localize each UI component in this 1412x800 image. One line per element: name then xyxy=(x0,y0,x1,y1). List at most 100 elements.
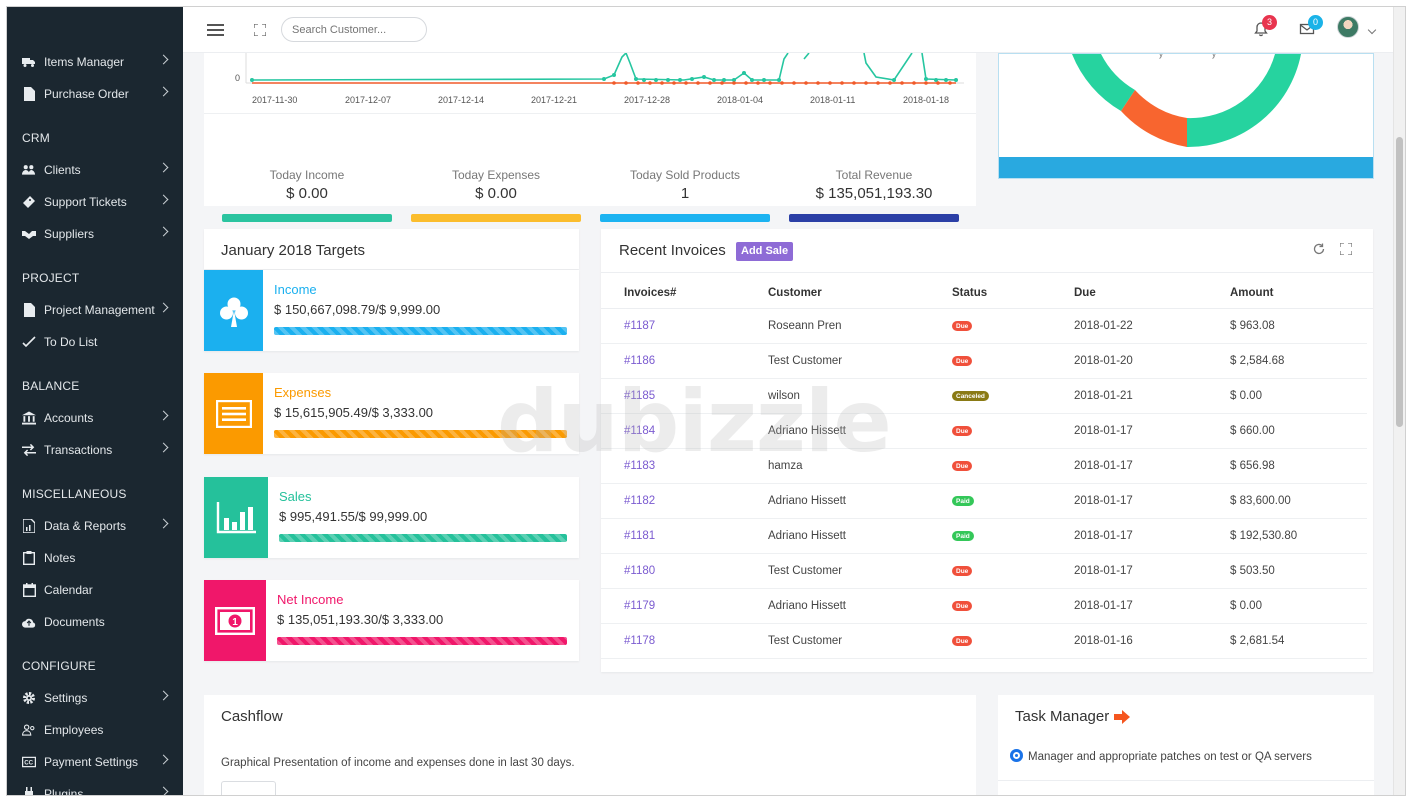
line-marker xyxy=(900,81,904,85)
line-marker xyxy=(742,71,746,75)
due-date: 2018-01-22 xyxy=(1074,320,1133,332)
menu-toggle-icon[interactable] xyxy=(207,24,224,36)
chevron-right-icon xyxy=(158,162,169,173)
sidebar-item-notes[interactable]: Notes xyxy=(7,544,183,572)
sidebar-item-support-tickets[interactable]: Support Tickets xyxy=(7,188,183,216)
add-sale-button[interactable]: Add Sale xyxy=(736,242,794,261)
column-header: Due xyxy=(1074,286,1096,299)
file-icon xyxy=(22,303,36,317)
sidebar-item-data-reports[interactable]: Data & Reports xyxy=(7,512,183,540)
customer-name: Adriano Hissett xyxy=(768,600,846,612)
table-row[interactable]: #1183 hamza Due 2018-01-17 $ 656.98 xyxy=(601,449,1367,484)
due-date: 2018-01-17 xyxy=(1074,600,1133,612)
invoice-link[interactable]: #1187 xyxy=(624,320,656,332)
search-input[interactable] xyxy=(281,17,427,42)
customer-name: wilson xyxy=(768,390,800,402)
fullscreen-icon[interactable] xyxy=(1339,242,1353,256)
x-tick-label: 2018-01-18 xyxy=(903,95,949,105)
notifications-button[interactable]: 3 xyxy=(1253,15,1277,39)
line-marker xyxy=(720,81,724,85)
stat-value: $ 0.00 xyxy=(286,185,328,202)
sidebar-item-documents[interactable]: Documents xyxy=(7,608,183,636)
invoice-link[interactable]: #1186 xyxy=(624,355,656,367)
sidebar-item-accounts[interactable]: Accounts xyxy=(7,404,183,432)
invoice-link[interactable]: #1184 xyxy=(624,425,656,437)
sidebar-item-label: Settings xyxy=(44,691,88,705)
messages-button[interactable]: 0 xyxy=(1299,15,1323,39)
invoice-link[interactable]: #1185 xyxy=(624,390,656,402)
stat-label: Today Sold Products xyxy=(629,168,741,182)
table-row[interactable]: #1186 Test Customer Due 2018-01-20 $ 2,584.6… xyxy=(601,344,1367,379)
sidebar-item-items-manager[interactable]: Items Manager xyxy=(7,48,183,76)
line-marker xyxy=(768,81,772,85)
table-row[interactable]: #1180 Test Customer Due 2018-01-17 $ 503.50 xyxy=(601,554,1367,589)
target-sales: Sales $ 995,491.55/$ 99,999.00 xyxy=(204,477,579,558)
task-manager-title: Task Manager xyxy=(1015,708,1110,725)
stat-value: $ 135,051,193.30 xyxy=(815,185,933,202)
line-marker xyxy=(756,81,760,85)
sidebar-item-transactions[interactable]: Transactions xyxy=(7,436,183,464)
customer-name: Test Customer xyxy=(768,565,843,577)
invoice-link[interactable]: #1179 xyxy=(624,600,656,612)
table-row[interactable]: #1179 Adriano Hissett Due 2018-01-17 $ 0.00 xyxy=(601,589,1367,624)
table-row[interactable]: #1178 Test Customer Due 2018-01-16 $ 2,681.5… xyxy=(601,624,1367,659)
sidebar-heading-configure: CONFIGURE xyxy=(22,659,96,673)
table-row[interactable]: #1182 Adriano Hissett Paid 2018-01-17 $ 83,6… xyxy=(601,484,1367,519)
avatar[interactable] xyxy=(1337,16,1359,38)
stat-bar xyxy=(600,214,770,222)
invoice-link[interactable]: #1182 xyxy=(624,495,656,507)
sidebar-item-calendar[interactable]: Calendar xyxy=(7,576,183,604)
due-date: 2018-01-17 xyxy=(1074,530,1133,542)
scrollbar-thumb[interactable] xyxy=(1396,137,1403,427)
customer-name: Adriano Hissett xyxy=(768,530,846,542)
line-marker xyxy=(660,81,664,85)
due-date: 2018-01-17 xyxy=(1074,460,1133,472)
sidebar-item-label: Accounts xyxy=(44,411,94,425)
chevron-right-icon xyxy=(158,690,169,701)
customer-name: Test Customer xyxy=(768,635,843,647)
invoices-title: Recent Invoices xyxy=(619,242,726,259)
sidebar-item-employees[interactable]: Employees xyxy=(7,716,183,744)
sidebar-item-payment-settings[interactable]: CC Payment Settings xyxy=(7,748,183,776)
x-tick-label: 2017-12-28 xyxy=(624,95,670,105)
table-row[interactable]: #1181 Adriano Hissett Paid 2018-01-17 $ 192,… xyxy=(601,519,1367,554)
cashflow-select[interactable] xyxy=(221,781,276,795)
refresh-icon[interactable] xyxy=(1313,242,1325,255)
chevron-right-icon xyxy=(158,518,169,529)
fullscreen-icon[interactable] xyxy=(253,23,267,37)
chevron-right-icon xyxy=(158,302,169,313)
sidebar-item-clients[interactable]: Clients xyxy=(7,156,183,184)
due-date: 2018-01-16 xyxy=(1074,635,1133,647)
y-axis-zero-label: 0 xyxy=(235,73,240,83)
sidebar-item-to-do-list[interactable]: To Do List xyxy=(7,328,183,356)
column-header: Status xyxy=(952,286,988,299)
stat-value: $ 0.00 xyxy=(475,185,517,202)
table-row[interactable]: #1184 Adriano Hissett Due 2018-01-17 $ 660.0… xyxy=(601,414,1367,449)
sidebar-item-project-management[interactable]: Project Management xyxy=(7,296,183,324)
table-row[interactable]: #1185 wilson Canceled 2018-01-21 $ 0.00 xyxy=(601,379,1367,414)
task-radio[interactable] xyxy=(1010,749,1023,762)
table-row[interactable]: #1187 Roseann Pren Due 2018-01-22 $ 963.08 xyxy=(601,309,1367,344)
invoice-link[interactable]: #1178 xyxy=(624,635,656,647)
amount: $ 83,600.00 xyxy=(1230,495,1291,507)
targets-header: January 2018 Targets xyxy=(204,229,579,269)
donut-card: y y xyxy=(998,53,1374,179)
scrollbar[interactable] xyxy=(1393,7,1405,795)
sidebar-item-settings[interactable]: Settings xyxy=(7,684,183,712)
money-icon: 1 xyxy=(204,580,266,661)
invoice-link[interactable]: #1180 xyxy=(624,565,656,577)
line-marker xyxy=(702,75,706,79)
sidebar-item-plugins[interactable]: Plugins xyxy=(7,780,183,795)
target-value: $ 150,667,098.79/$ 9,999.00 xyxy=(274,302,441,317)
invoice-link[interactable]: #1181 xyxy=(624,530,656,542)
status-badge: Due xyxy=(952,356,973,366)
due-date: 2018-01-17 xyxy=(1074,495,1133,507)
chevron-down-icon[interactable] xyxy=(1367,25,1377,35)
sidebar-item-suppliers[interactable]: Suppliers xyxy=(7,220,183,248)
invoice-link[interactable]: #1183 xyxy=(624,460,656,472)
stat-label: Today Income xyxy=(269,168,345,182)
sidebar-item-purchase-order[interactable]: Purchase Order xyxy=(7,80,183,108)
stat-total-revenue: Total Revenue $ 135,051,193.30 xyxy=(789,168,959,222)
line-marker xyxy=(804,81,808,85)
status-badge: Due xyxy=(952,426,973,436)
